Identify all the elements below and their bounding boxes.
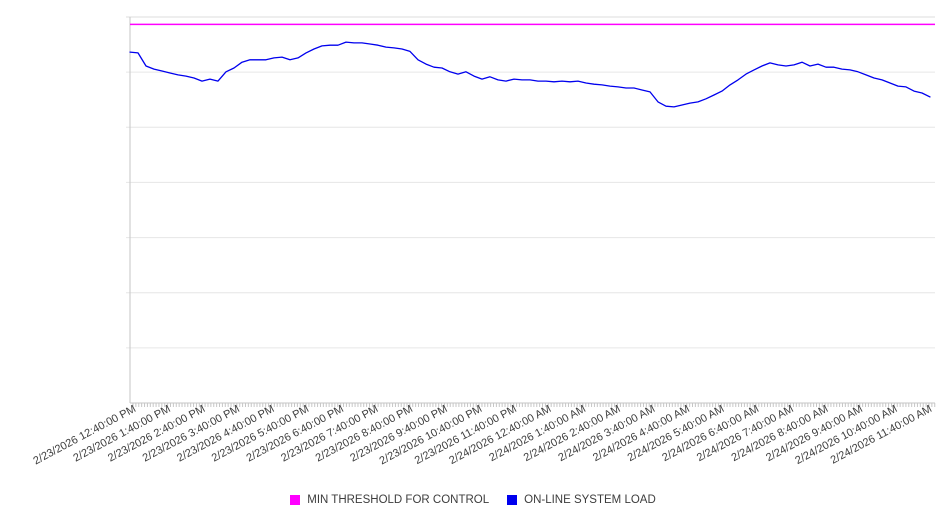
legend-item-min-threshold[interactable]: MIN THRESHOLD FOR CONTROL (290, 494, 489, 506)
chart-legend: MIN THRESHOLD FOR CONTROL ON-LINE SYSTEM… (0, 494, 946, 506)
x-axis-labels: 2/23/2026 12:40:00 PM2/23/2026 1:40:00 P… (31, 403, 934, 467)
x-minor-ticks (132, 403, 936, 407)
system-load-line[interactable] (129, 41, 931, 108)
gridlines (126, 16, 935, 349)
line-chart: 2/23/2026 12:40:00 PM 2/23/2026 1:40:00 P… (31, 16, 936, 467)
legend-label-system-load: ON-LINE SYSTEM LOAD (524, 494, 656, 506)
min-threshold-swatch-icon (290, 495, 301, 505)
axes (129, 17, 935, 404)
legend-label-min-threshold: MIN THRESHOLD FOR CONTROL (307, 494, 490, 506)
chart-canvas: 2/23/2026 12:40:00 PM2/23/2026 1:40:00 P… (31, 16, 936, 467)
system-load-swatch-icon (507, 495, 518, 505)
legend-item-system-load[interactable]: ON-LINE SYSTEM LOAD (507, 494, 656, 506)
